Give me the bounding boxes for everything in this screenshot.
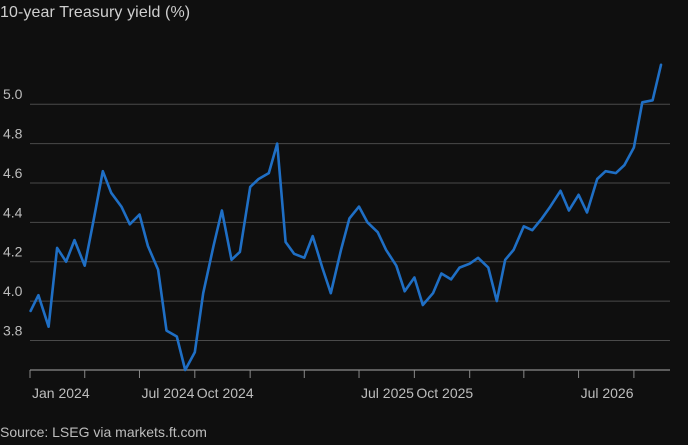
y-tick-label: 4.2 [3, 244, 23, 260]
y-tick-label: 3.8 [3, 322, 23, 338]
y-tick-label: 4.8 [3, 126, 23, 142]
x-tick-label: Jan 2024 [32, 385, 90, 401]
series-line-0 [29, 63, 663, 372]
series-layer [29, 63, 663, 372]
source-note: Source: LSEG via markets.ft.com [0, 424, 207, 440]
y-tick-label: 5.0 [3, 86, 23, 102]
gridlines [30, 103, 670, 341]
y-tick-label: 4.0 [3, 283, 23, 299]
x-tick-label: Jul 2026 [581, 385, 634, 401]
y-tick-label: 4.6 [3, 165, 23, 181]
x-axis: Jan 2024 Jul 2024 Oct 2024 Jul 2025 Oct 2025… [29, 369, 670, 401]
x-tick-label: Jul 2025 [361, 385, 414, 401]
y-tick-label: 4.4 [3, 204, 23, 220]
x-tick-label: Jul 2024 [141, 385, 194, 401]
x-tick-label: Oct 2025 [416, 385, 473, 401]
x-tick-label: Oct 2024 [197, 385, 254, 401]
y-axis-labels: 3.8 4.0 4.2 4.4 4.6 4.8 5.0 [3, 86, 23, 338]
chart-title: 10-year Treasury yield (%) [0, 4, 191, 21]
